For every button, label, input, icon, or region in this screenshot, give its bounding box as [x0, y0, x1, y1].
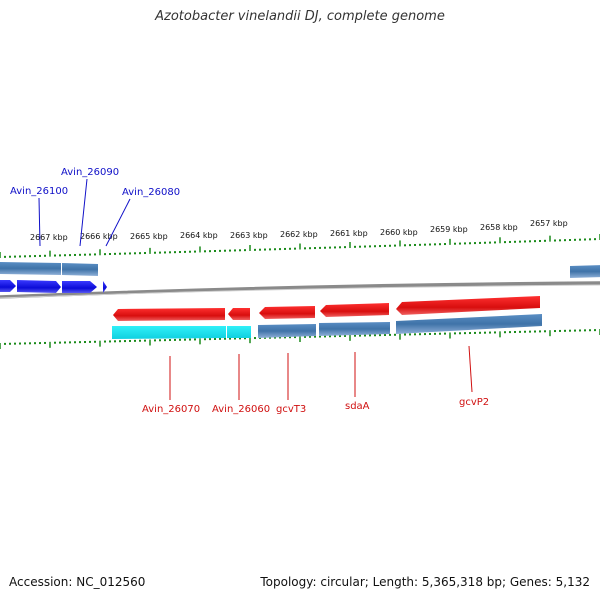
gene-label[interactable]: Avin_26100 [10, 186, 68, 197]
reverse-cds-arrow[interactable] [228, 308, 250, 320]
genome-summary-text: Topology: circular; Length: 5,365,318 bp… [260, 575, 590, 589]
reverse-cds-arrows [113, 296, 540, 321]
genome-backbone [0, 281, 600, 299]
callout-line [468, 345, 473, 393]
scale-label: 2665 kbp [130, 232, 168, 241]
gene-label[interactable]: gcvP2 [459, 397, 489, 408]
gene-label[interactable]: Avin_26060 [212, 404, 270, 415]
reverse-gene-bar[interactable] [396, 314, 542, 334]
reverse-cds-arrow[interactable] [320, 303, 389, 317]
rna-bar[interactable] [227, 326, 251, 338]
scale-label: 2663 kbp [230, 231, 268, 240]
forward-gene-bars [0, 262, 600, 278]
reverse-gene-labels: Avin_26070 Avin_26060 gcvT3 sdaA gcvP2 [142, 345, 489, 415]
gene-label[interactable]: Avin_26090 [61, 167, 119, 178]
forward-gene-bar[interactable] [570, 265, 600, 278]
scale-label: 2661 kbp [330, 229, 368, 238]
forward-cds-arrow[interactable] [0, 280, 16, 292]
reverse-cds-arrow[interactable] [113, 308, 225, 321]
scale-label: 2667 kbp [30, 233, 68, 242]
map-title: Azotobacter vinelandii DJ, complete geno… [155, 9, 445, 24]
scale-label: 2659 kbp [430, 225, 468, 234]
accession-text: Accession: NC_012560 [9, 575, 146, 589]
forward-cds-arrows [0, 280, 107, 293]
scale-labels: 2667 kbp 2666 kbp 2665 kbp 2664 kbp 2663… [30, 219, 568, 242]
reverse-cds-arrow[interactable] [396, 296, 540, 315]
reverse-gene-bars [112, 314, 542, 339]
forward-gene-labels: Avin_26100 Avin_26090 Avin_26080 [10, 167, 180, 247]
scale-label: 2658 kbp [480, 223, 518, 232]
forward-cds-arrow[interactable] [62, 281, 97, 293]
forward-cds-arrow[interactable] [17, 280, 61, 293]
callout-line [38, 197, 41, 247]
reverse-cds-arrow[interactable] [259, 306, 315, 319]
upper-tick-track [0, 234, 600, 258]
scale-label: 2666 kbp [80, 232, 118, 241]
gene-label[interactable]: Avin_26070 [142, 404, 200, 415]
reverse-gene-bar[interactable] [258, 324, 316, 338]
callout-line [79, 178, 88, 247]
forward-gene-bar[interactable] [62, 263, 98, 276]
reverse-gene-bar[interactable] [319, 322, 390, 336]
scale-label: 2657 kbp [530, 219, 568, 228]
rna-bar[interactable] [112, 326, 226, 339]
gene-label[interactable]: gcvT3 [276, 404, 306, 415]
gene-label[interactable]: sdaA [345, 401, 370, 412]
callout-line [105, 198, 131, 247]
forward-cds-arrow[interactable] [103, 281, 107, 293]
scale-label: 2662 kbp [280, 230, 318, 239]
scale-label: 2664 kbp [180, 231, 218, 240]
gene-label[interactable]: Avin_26080 [122, 187, 180, 198]
forward-gene-bar[interactable] [0, 262, 61, 275]
genome-backbone-inner [0, 284, 600, 299]
scale-label: 2660 kbp [380, 228, 418, 237]
